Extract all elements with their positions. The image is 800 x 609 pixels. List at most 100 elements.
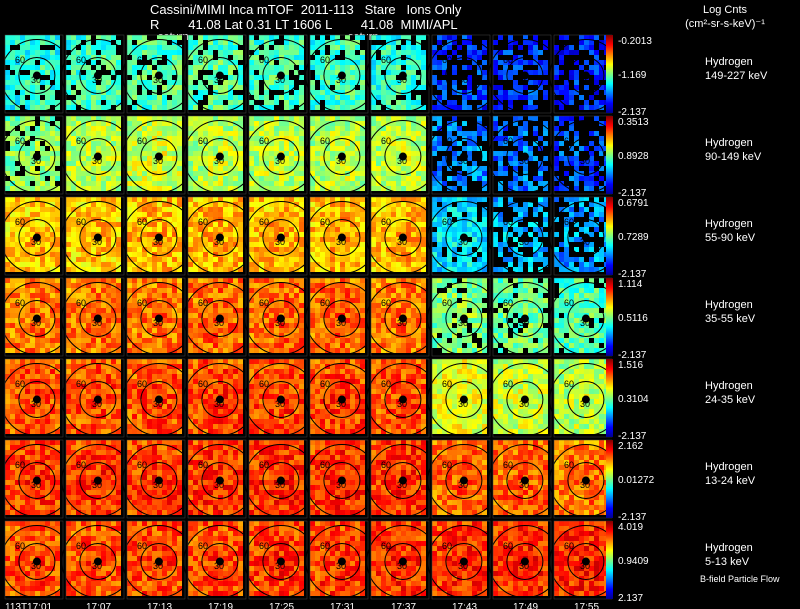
contour-label: 60 — [381, 136, 391, 146]
contour-label: 30 — [519, 318, 529, 328]
heatmap-panel: 60 30 — [549, 115, 623, 195]
contour-label: 60 — [564, 460, 574, 470]
contour-label: 60 — [137, 460, 147, 470]
colorbar-mid-label: 0.8928 — [618, 151, 649, 162]
heatmap-panel: 60 30 — [61, 358, 135, 438]
contour-label: 30 — [397, 75, 407, 85]
colorbar-min-label: -2.137 — [618, 512, 647, 523]
energy-label: 24-35 keV — [705, 394, 756, 406]
contour-label: 30 — [397, 480, 407, 490]
contour-label: 30 — [336, 156, 346, 166]
contour-label: 30 — [214, 237, 224, 247]
heatmap-panel: 60 30 — [0, 439, 74, 519]
contour-label: 30 — [153, 156, 163, 166]
contour-label: 30 — [519, 237, 529, 247]
contour-label: 60 — [381, 379, 391, 389]
contour-label: 60 — [137, 217, 147, 227]
contour-label: 30 — [153, 399, 163, 409]
contour-label: 30 — [397, 156, 407, 166]
heatmap-panel: 60 30 — [183, 34, 257, 114]
contour-label: 60 — [381, 55, 391, 65]
heatmap-panel: 60 30 — [366, 34, 440, 114]
heatmap-panel: 60 30 — [122, 196, 196, 276]
time-tick-label: 17:43 — [452, 602, 477, 609]
heatmap-panel: 60 30 — [122, 358, 196, 438]
contour-label: 60 — [320, 298, 330, 308]
heatmap-panel: 60 30 — [61, 277, 135, 357]
contour-label: 30 — [92, 480, 102, 490]
heatmap-panel: 60 30 — [0, 115, 74, 195]
heatmap-panel: 60 30 — [122, 34, 196, 114]
contour-label: 60 — [564, 541, 574, 551]
colorbar-mid-label: 0.3104 — [618, 394, 649, 405]
heatmap-panel: 60 30 — [427, 358, 501, 438]
colorbar-mid-label: 0.7289 — [618, 232, 649, 243]
contour-label: 60 — [198, 136, 208, 146]
contour-label: 60 — [442, 298, 452, 308]
contour-label: 60 — [259, 136, 269, 146]
colorbar-min-label: -2.137 — [618, 431, 647, 442]
contour-label: 60 — [320, 136, 330, 146]
bfield-flow-label: B-field Particle Flow — [700, 574, 780, 584]
colorbar — [606, 116, 613, 194]
contour-label: 30 — [31, 561, 41, 571]
contour-label: 60 — [442, 541, 452, 551]
heatmap-panel: 60 30 — [488, 520, 562, 600]
heatmap-panel: 60 30 — [366, 196, 440, 276]
contour-label: 30 — [580, 75, 590, 85]
contour-label: 30 — [275, 237, 285, 247]
contour-label: 60 — [503, 541, 513, 551]
contour-label: 30 — [153, 561, 163, 571]
orbit-info: R 41.08 Lat 0.31 LT 1606 L 41.08 MIMI/AP… — [150, 17, 458, 32]
time-tick-label: 17:31 — [330, 602, 355, 609]
energy-label: 13-24 keV — [705, 475, 756, 487]
colorbar-max-label: 0.3513 — [618, 117, 649, 128]
contour-label: 60 — [564, 379, 574, 389]
contour-label: 60 — [76, 136, 86, 146]
colorbar — [606, 278, 613, 356]
time-tick-label: 17:19 — [208, 602, 233, 609]
colorbar-max-label: 2.162 — [618, 441, 643, 452]
heatmap-panel: 60 30 — [244, 520, 318, 600]
time-tick-label: 17:13 — [147, 602, 172, 609]
contour-label: 60 — [503, 460, 513, 470]
contour-label: 60 — [198, 55, 208, 65]
heatmap-panel: 60 30 — [305, 358, 379, 438]
contour-label: 30 — [336, 480, 346, 490]
heatmap-panel: 60 30 — [183, 115, 257, 195]
species-label: Hydrogen — [705, 56, 753, 68]
contour-label: 60 — [198, 460, 208, 470]
heatmap-panel: 60 30 — [244, 358, 318, 438]
contour-label: 30 — [214, 75, 224, 85]
contour-label: 30 — [31, 156, 41, 166]
time-tick-label: 17:25 — [269, 602, 294, 609]
contour-label: 30 — [92, 156, 102, 166]
heatmap-panel: 60 30 — [488, 34, 562, 114]
contour-label: 30 — [153, 480, 163, 490]
contour-label: 30 — [336, 318, 346, 328]
contour-label: 30 — [31, 318, 41, 328]
heatmap-panel: 60 30 — [427, 277, 501, 357]
contour-label: 60 — [320, 460, 330, 470]
contour-label: 30 — [214, 156, 224, 166]
colorbar-max-label: 4.019 — [618, 522, 643, 533]
energy-label: 5-13 keV — [705, 556, 750, 568]
contour-label: 60 — [76, 460, 86, 470]
contour-label: 60 — [15, 217, 25, 227]
contour-label: 30 — [397, 318, 407, 328]
contour-label: 60 — [137, 136, 147, 146]
contour-label: 60 — [564, 55, 574, 65]
contour-label: 60 — [564, 136, 574, 146]
contour-label: 60 — [137, 379, 147, 389]
time-tick-label: 17:49 — [513, 602, 538, 609]
heatmap-panel: 60 30 — [366, 115, 440, 195]
heatmap-panel: 60 30 — [427, 520, 501, 600]
contour-label: 60 — [198, 379, 208, 389]
colorbar — [606, 359, 613, 437]
time-tick-label: 17:07 — [86, 602, 111, 609]
contour-label: 30 — [31, 75, 41, 85]
contour-label: 60 — [259, 55, 269, 65]
contour-label: 30 — [214, 399, 224, 409]
contour-label: 30 — [336, 561, 346, 571]
contour-label: 30 — [458, 480, 468, 490]
